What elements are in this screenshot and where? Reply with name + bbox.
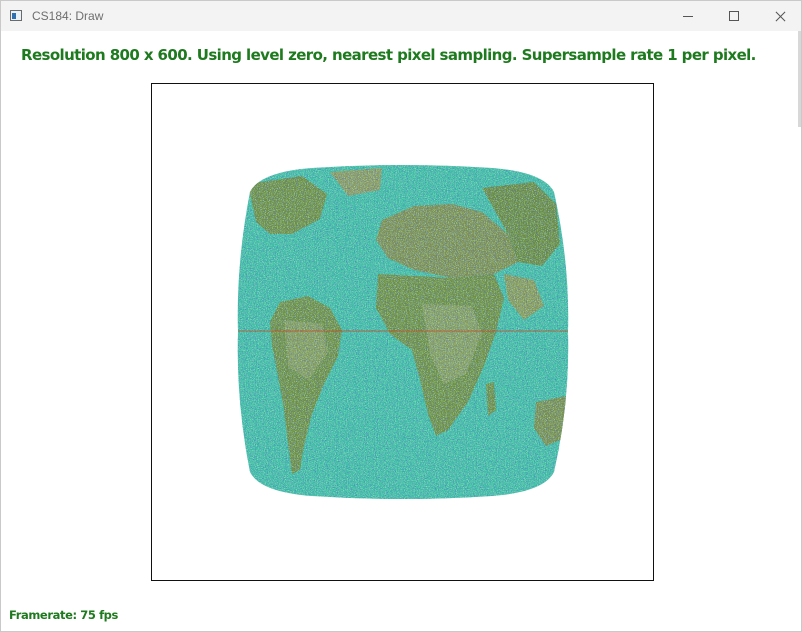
app-icon — [10, 10, 22, 21]
scrollbar[interactable] — [798, 31, 801, 127]
framerate-text: Framerate: 75 fps — [9, 608, 118, 622]
textured-quad — [237, 165, 569, 499]
status-text: Resolution 800 x 600. Using level zero, … — [21, 46, 756, 64]
render-canvas[interactable] — [151, 83, 654, 581]
noise-white — [237, 165, 569, 499]
maximize-button[interactable] — [711, 1, 757, 31]
minimize-button[interactable] — [665, 1, 711, 31]
title-bar[interactable]: CS184: Draw — [1, 1, 801, 31]
window-title: CS184: Draw — [32, 9, 104, 23]
close-button[interactable] — [757, 1, 801, 31]
